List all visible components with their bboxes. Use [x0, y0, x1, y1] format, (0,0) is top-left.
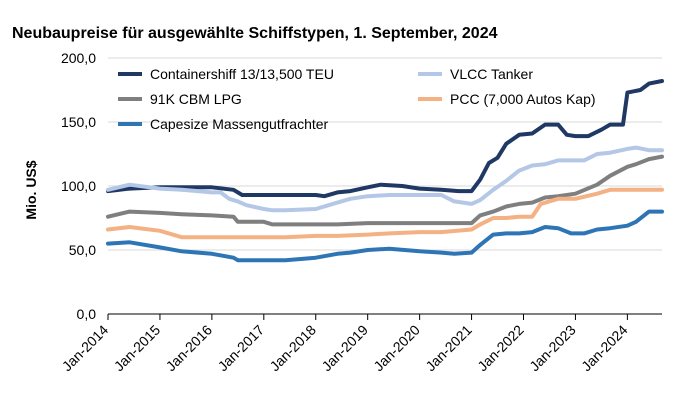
x-tick-label: Jan-2023: [526, 321, 579, 374]
x-tick-label: Jan-2014: [59, 321, 112, 374]
series-line-1: [106, 145, 664, 213]
x-tick-label: Jan-2015: [111, 321, 164, 374]
x-tick-label: Jan-2018: [266, 321, 319, 374]
series-line-3: [106, 187, 664, 240]
legend-label-4: Capesize Massengutfrachter: [150, 116, 329, 132]
y-axis-label: Mio. US$: [23, 160, 39, 219]
y-tick-labels: 0,0 50,0 100,0 150,0 200,0: [61, 50, 96, 322]
x-tick-labels: Jan-2014 Jan-2015 Jan-2016 Jan-2017 Jan-2018…: [59, 314, 631, 374]
legend-label-2: 91K CBM LPG: [150, 91, 242, 107]
x-tick-label: Jan-2024: [578, 321, 631, 374]
x-tick-label: Jan-2019: [318, 321, 371, 374]
y-tick-label: 100,0: [61, 178, 96, 194]
chart-title: Neubaupreise für ausgewählte Schiffstype…: [12, 25, 498, 42]
legend: Containershiff 13/13,500 TEU VLCC Tanker 9…: [118, 66, 596, 132]
legend-label-0: Containershiff 13/13,500 TEU: [150, 66, 334, 82]
series-line-2: [106, 154, 664, 227]
legend-label-3: PCC (7,000 Autos Kap): [450, 91, 596, 107]
y-tick-label: 50,0: [69, 242, 96, 258]
y-tick-label: 150,0: [61, 114, 96, 130]
y-tick-label: 0,0: [77, 306, 97, 322]
legend-label-1: VLCC Tanker: [450, 66, 533, 82]
x-tick-label: Jan-2022: [474, 321, 527, 374]
series-line-0: [106, 79, 664, 199]
x-tick-label: Jan-2017: [215, 321, 268, 374]
series-line-4: [106, 209, 664, 263]
x-tick-label: Jan-2016: [163, 321, 216, 374]
series-lines: [106, 79, 664, 263]
y-tick-label: 200,0: [61, 50, 96, 66]
x-tick-label: Jan-2021: [422, 321, 475, 374]
x-tick-label: Jan-2020: [370, 321, 423, 374]
